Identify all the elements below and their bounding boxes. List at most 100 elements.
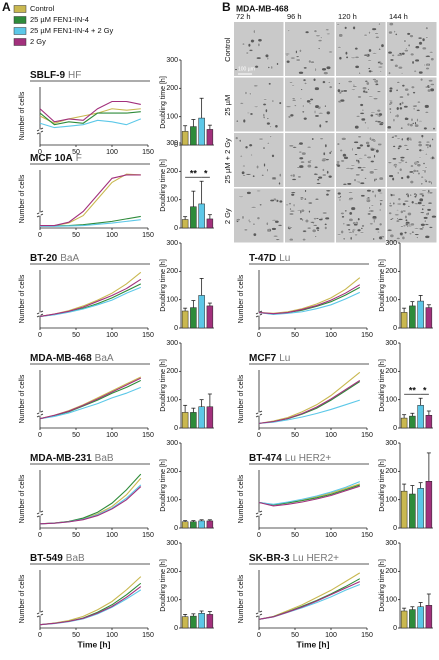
bar xyxy=(425,307,433,329)
cell xyxy=(243,228,248,232)
cell xyxy=(271,154,275,158)
cell xyxy=(269,135,272,138)
cell xyxy=(418,36,423,40)
axis-break-gap xyxy=(39,212,41,216)
cell xyxy=(354,153,358,156)
cell xyxy=(420,175,424,179)
bar xyxy=(417,488,424,529)
cell xyxy=(427,180,432,184)
cell xyxy=(235,136,239,140)
cell xyxy=(416,163,422,167)
cell-line-subtype: F xyxy=(76,153,82,164)
cell xyxy=(417,172,421,175)
cell xyxy=(313,78,316,82)
cell xyxy=(239,139,242,143)
cell xyxy=(319,137,324,140)
y-tick-label: 100 xyxy=(166,297,178,304)
cell xyxy=(420,211,425,214)
cell xyxy=(367,212,371,216)
legend-label: 25 µM FEN1-IN-4 xyxy=(30,15,89,24)
x-tick-label: 100 xyxy=(106,532,118,539)
cell xyxy=(387,51,393,55)
x-tick-label: 150 xyxy=(142,149,154,156)
cell xyxy=(350,206,356,211)
bar xyxy=(425,605,433,629)
x-tick-label: 0 xyxy=(38,332,42,339)
cell xyxy=(320,36,323,39)
cell xyxy=(254,65,259,69)
series-line xyxy=(39,286,142,317)
cell xyxy=(337,233,342,236)
bar xyxy=(417,606,424,629)
cell xyxy=(369,136,372,141)
cell xyxy=(300,197,304,201)
cell xyxy=(361,108,364,112)
y-axis-label: Number of cells xyxy=(238,474,245,523)
axes xyxy=(180,143,214,229)
cell xyxy=(251,206,257,209)
y-axis-label: Number of cells xyxy=(19,274,26,323)
cell xyxy=(321,67,327,71)
cell xyxy=(269,199,275,202)
cell xyxy=(252,174,255,178)
cell xyxy=(378,48,381,51)
panel-title: T-47D Lu xyxy=(249,253,290,264)
cell xyxy=(257,38,263,42)
cell xyxy=(401,137,404,141)
axes xyxy=(258,270,367,329)
cell xyxy=(399,106,403,110)
cell xyxy=(236,120,239,123)
cell-line-subtype: Lu xyxy=(279,353,290,364)
cell xyxy=(394,165,397,169)
cell xyxy=(306,99,311,104)
cell xyxy=(414,195,417,198)
cell xyxy=(396,217,399,220)
cell xyxy=(377,143,383,146)
cell xyxy=(322,168,325,172)
cell xyxy=(366,127,370,129)
cell xyxy=(336,142,340,146)
y-axis-label: Doubling time [h] xyxy=(379,259,386,312)
cell xyxy=(357,95,362,99)
cell xyxy=(278,199,283,204)
cell xyxy=(241,215,245,220)
bar xyxy=(198,406,205,429)
row-label: 25 µM xyxy=(223,95,232,116)
cell xyxy=(378,235,383,240)
cell xyxy=(379,209,382,211)
cell xyxy=(322,152,326,156)
cell xyxy=(417,140,422,144)
x-tick-label: 0 xyxy=(38,432,42,439)
cell xyxy=(392,194,396,197)
cell xyxy=(257,43,261,47)
cell xyxy=(379,202,382,206)
cell xyxy=(249,92,252,96)
cell xyxy=(396,209,399,211)
cell xyxy=(396,106,400,111)
cell xyxy=(372,52,377,55)
y-tick-label: 200 xyxy=(385,568,397,575)
x-tick-label: 100 xyxy=(106,332,118,339)
cell xyxy=(414,59,420,62)
cell xyxy=(396,237,401,240)
bar xyxy=(181,310,189,329)
cell-line-subtype: Lu xyxy=(279,253,290,264)
cell xyxy=(287,29,290,32)
cell xyxy=(358,71,361,75)
cell xyxy=(292,99,297,102)
cell xyxy=(263,163,266,167)
cell xyxy=(396,137,401,140)
cell xyxy=(401,101,404,105)
cell xyxy=(425,36,429,39)
cell xyxy=(314,67,317,72)
cell xyxy=(392,202,395,205)
cell xyxy=(302,78,307,82)
bar xyxy=(417,405,424,429)
y-axis-label: Number of cells xyxy=(19,174,26,223)
cell xyxy=(363,154,368,156)
column-label: 120 h xyxy=(338,12,357,21)
cell xyxy=(295,50,298,54)
cell xyxy=(358,157,363,159)
cell xyxy=(410,165,414,167)
cell xyxy=(249,112,254,116)
